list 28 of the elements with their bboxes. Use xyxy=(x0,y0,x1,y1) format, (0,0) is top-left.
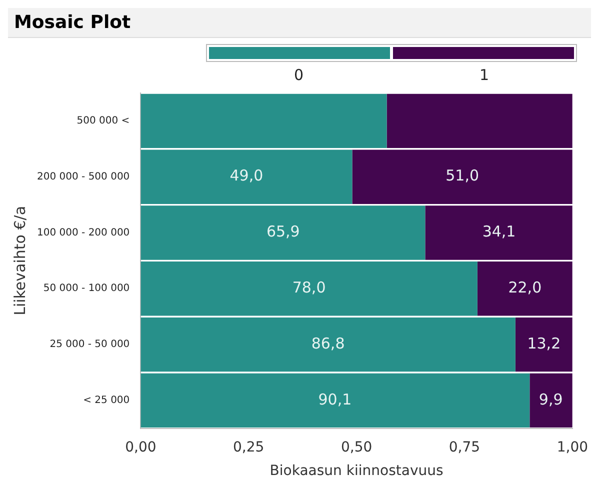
y-tick-label: 200 000 - 500 000 xyxy=(37,171,130,182)
y-tick-label: 50 000 - 100 000 xyxy=(43,283,130,294)
x-tick-label: 0,50 xyxy=(340,439,372,456)
y-tick-label: 25 000 - 50 000 xyxy=(50,339,130,350)
x-tick-label: 0,00 xyxy=(125,439,156,456)
bar xyxy=(530,373,572,428)
x-axis-title: Biokaasun kiinnostavuus xyxy=(270,463,444,480)
chart-title: Mosaic Plot xyxy=(8,8,591,38)
series-label: 0 xyxy=(292,66,305,84)
annotation: 13,2 xyxy=(527,334,561,352)
annotation: 9,9 xyxy=(538,390,563,408)
x-tick-label: 0,25 xyxy=(233,439,264,456)
annotation: 22,0 xyxy=(508,278,542,297)
bar xyxy=(140,373,530,428)
annotation: 86,8 xyxy=(311,334,345,352)
x-tick-label: 0,75 xyxy=(448,439,480,456)
y-tick-label: < 25 000 xyxy=(83,395,130,406)
y-axis-title: Liikevaihto €/a xyxy=(10,206,29,316)
y-tick-label: 500 000 < xyxy=(76,116,130,127)
annotation: 90,1 xyxy=(318,390,352,408)
y-tick-label: 100 000 - 200 000 xyxy=(37,227,130,238)
series-label: 1 xyxy=(478,66,490,84)
annotation: 65,9 xyxy=(266,222,300,241)
annotation: 49,0 xyxy=(230,166,264,185)
annotation: 51,0 xyxy=(446,166,480,185)
x-tick-label: 1,00 xyxy=(556,439,588,456)
annotation: 34,1 xyxy=(482,222,516,241)
annotation: 78,0 xyxy=(292,278,326,297)
